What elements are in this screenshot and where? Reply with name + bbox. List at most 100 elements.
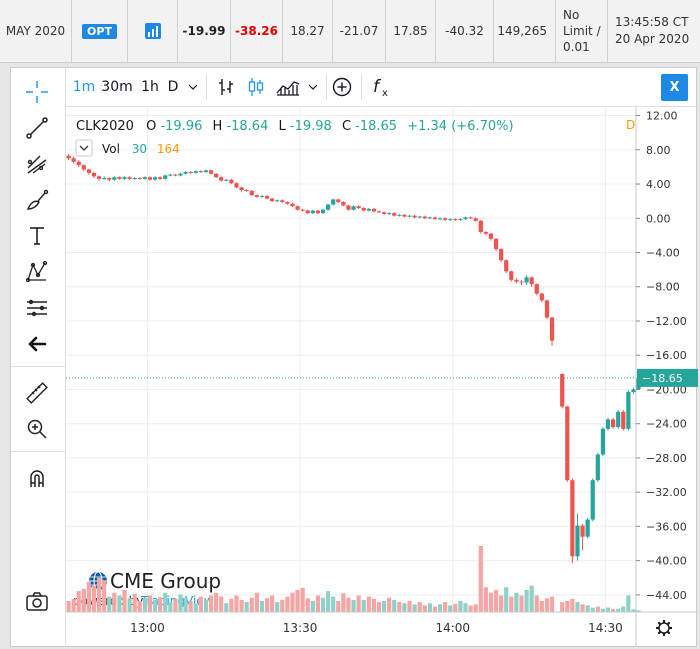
ruler-icon[interactable]	[23, 379, 51, 407]
candle-body	[519, 281, 524, 283]
interval-d-button[interactable]: D	[167, 79, 179, 95]
price-change: -38.26	[231, 0, 283, 62]
bar-style-icon[interactable]	[215, 76, 237, 98]
chevron-down-icon[interactable]	[305, 76, 321, 98]
candle	[631, 387, 636, 394]
candle	[621, 410, 626, 431]
volume-bar	[290, 592, 295, 612]
volume-bar	[381, 601, 387, 612]
volume-bar	[198, 596, 203, 612]
volume-bar	[275, 602, 280, 612]
chart-link-cell[interactable]	[128, 0, 178, 62]
price-tick-label: −8.00	[646, 281, 680, 294]
area-style-icon[interactable]	[275, 76, 301, 98]
candle	[356, 205, 361, 209]
options-badge[interactable]: OPT	[82, 23, 117, 39]
svg-text:x: x	[382, 88, 388, 98]
interval-1m-button[interactable]: 1m	[72, 79, 96, 95]
volume-bar	[509, 596, 514, 612]
candle-body	[259, 196, 265, 198]
volume-bar	[473, 604, 478, 612]
watermark-brand: CME Group	[110, 569, 221, 593]
candle	[193, 170, 198, 174]
candle-body	[219, 177, 224, 181]
candle	[346, 204, 351, 211]
volume-legend: Vol 30 164	[102, 142, 180, 156]
candle-body	[147, 177, 153, 180]
candle-body	[488, 233, 494, 239]
price-tick-label: −36.00	[646, 520, 687, 533]
candle-body	[565, 406, 570, 481]
camera-icon[interactable]	[23, 587, 51, 615]
candle	[158, 176, 163, 180]
candle-body	[371, 208, 377, 212]
gear-icon[interactable]	[656, 620, 672, 636]
chevron-down-icon[interactable]	[185, 76, 201, 98]
candle	[524, 275, 529, 286]
interval-1h-button[interactable]: 1h	[141, 79, 159, 95]
candle-body	[168, 174, 173, 176]
candle	[437, 217, 443, 220]
legend-change: +1.34 (+6.70%)	[407, 119, 513, 134]
candle-body	[71, 158, 76, 162]
updated-date-line-2: 20 Apr 2020	[615, 32, 690, 46]
interval-flag: D	[626, 118, 635, 132]
candle-body	[499, 249, 504, 261]
candle-body	[376, 211, 382, 213]
volume-bar	[86, 581, 92, 612]
pitchfork-icon[interactable]	[23, 150, 51, 178]
volume-bar	[315, 595, 321, 612]
crosshair-icon[interactable]	[23, 78, 51, 106]
candle	[219, 176, 224, 182]
interval-30m-button[interactable]: 30m	[101, 79, 133, 95]
candle-style-icon[interactable]	[245, 76, 267, 98]
candle	[483, 231, 488, 236]
candle	[147, 176, 153, 181]
candle	[183, 171, 188, 175]
volume: 149,265	[494, 0, 556, 62]
candle	[122, 176, 127, 180]
candle	[336, 198, 341, 203]
drawing-toolbar	[11, 68, 66, 646]
options-cell[interactable]: OPT	[72, 0, 128, 62]
candle-body	[188, 172, 193, 174]
pattern-icon[interactable]	[23, 258, 51, 286]
candle-body	[66, 155, 71, 159]
candle	[499, 248, 504, 262]
zoom-icon[interactable]	[23, 415, 51, 443]
volume-bar	[168, 602, 173, 612]
bar-chart-icon[interactable]	[144, 23, 161, 39]
volume-bar	[76, 591, 81, 612]
volume-bar	[412, 604, 417, 612]
price-chart[interactable]: CME Group powered by TradingView 12.008.…	[66, 107, 698, 646]
candle	[137, 177, 142, 180]
candle	[224, 178, 229, 182]
candle	[387, 212, 392, 215]
trend-line-icon[interactable]	[23, 114, 51, 142]
measure-lines-icon[interactable]	[23, 294, 51, 322]
candles	[66, 154, 641, 564]
candle-body	[76, 161, 81, 166]
candle-body	[325, 204, 331, 210]
compare-plus-icon[interactable]	[330, 76, 354, 98]
toolbar-divider	[11, 366, 65, 367]
volume-bar	[346, 597, 351, 612]
candle	[448, 218, 453, 221]
contract-month[interactable]: MAY 2020	[0, 0, 72, 62]
volume-bar	[341, 593, 346, 612]
legend-collapse-button[interactable]	[75, 139, 93, 157]
back-arrow-icon[interactable]	[23, 330, 51, 358]
text-icon[interactable]	[23, 222, 51, 250]
candle	[549, 316, 555, 346]
volume-bar	[310, 601, 315, 612]
volume-bar	[422, 605, 427, 612]
candle	[580, 523, 585, 551]
magnet-icon[interactable]	[23, 464, 51, 492]
brush-icon[interactable]	[23, 186, 51, 214]
candle	[203, 169, 209, 173]
close-chart-button[interactable]: X	[661, 74, 688, 101]
candle	[529, 276, 534, 287]
volume-bar	[631, 609, 636, 612]
volume-bar	[300, 587, 305, 612]
